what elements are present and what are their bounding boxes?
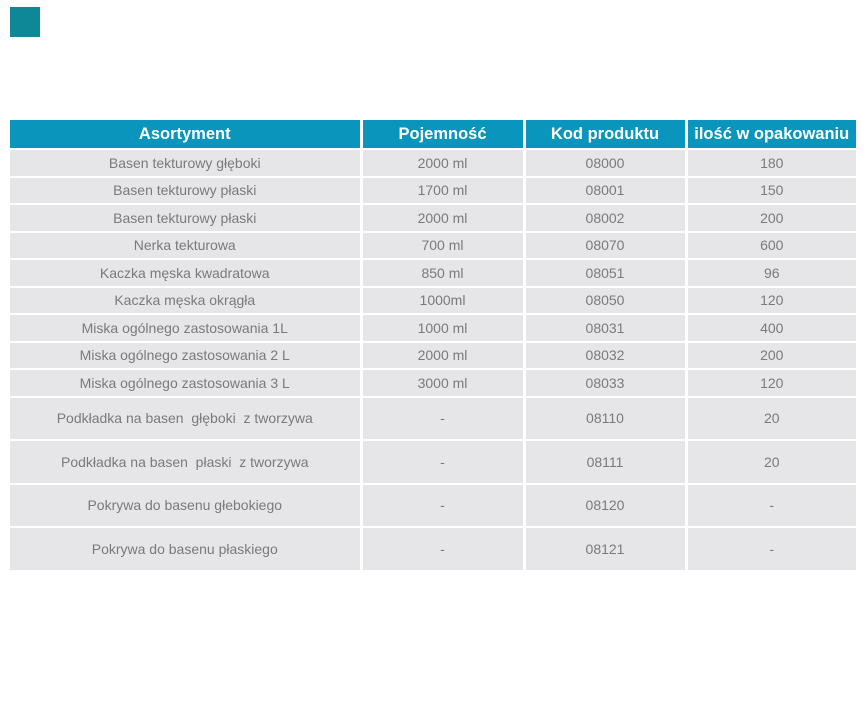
cell-kod-produktu: 08002	[524, 204, 688, 233]
cell-asortyment: Kaczka męska kwadratowa	[10, 259, 363, 288]
cell-ilosc-w-opakowaniu: 20	[686, 440, 856, 485]
cell-asortyment: Pokrywa do basenu głebokiego	[10, 483, 363, 528]
cell-asortyment: Kaczka męska okrągła	[10, 286, 363, 315]
cell-pojemnosc: -	[361, 396, 526, 441]
cell-kod-produktu: 08033	[524, 369, 688, 398]
table-row: Nerka tekturowa 700 ml 08070 600	[10, 231, 856, 260]
cell-pojemnosc: 1700 ml	[361, 176, 526, 205]
table-row: Pokrywa do basenu płaskiego -08121-	[10, 527, 856, 572]
table-header-row: Asortyment Pojemność Kod produktu ilość …	[10, 120, 856, 150]
cell-ilosc-w-opakowaniu: 96	[686, 259, 856, 288]
table-row: Kaczka męska okrągła 1000ml 08050 120	[10, 286, 856, 315]
cell-ilosc-w-opakowaniu: 200	[686, 341, 856, 370]
cell-kod-produktu: 08111	[524, 440, 688, 485]
cell-kod-produktu: 08120	[524, 483, 688, 528]
cell-pojemnosc: 1000 ml	[361, 314, 526, 343]
cell-pojemnosc: 850 ml	[361, 259, 526, 288]
cell-pojemnosc: -	[361, 527, 526, 572]
table-row: Pokrywa do basenu głebokiego -08120-	[10, 483, 856, 528]
cell-asortyment: Basen tekturowy płaski	[10, 176, 363, 205]
cell-ilosc-w-opakowaniu: 120	[686, 286, 856, 315]
cell-pojemnosc: -	[361, 440, 526, 485]
column-header-pojemnosc: Pojemność	[361, 120, 526, 150]
cell-kod-produktu: 08051	[524, 259, 688, 288]
table-body: Basen tekturowy głęboki 2000 ml 08000 180 Ba…	[10, 149, 856, 572]
cell-ilosc-w-opakowaniu: 120	[686, 369, 856, 398]
cell-pojemnosc: 2000 ml	[361, 341, 526, 370]
column-header-kod-produktu: Kod produktu	[524, 120, 688, 150]
table-row: Miska ogólnego zastosowania 2 L 2000 ml 08…	[10, 341, 856, 370]
table-row: Basen tekturowy płaski 1700 ml 08001 150	[10, 176, 856, 205]
column-header-asortyment: Asortyment	[10, 120, 363, 150]
product-table: Asortyment Pojemność Kod produktu ilość …	[10, 120, 856, 572]
table-row: Miska ogólnego zastosowania 1L 1000 ml 080…	[10, 314, 856, 343]
cell-pojemnosc: 2000 ml	[361, 204, 526, 233]
cell-kod-produktu: 08032	[524, 341, 688, 370]
cell-kod-produktu: 08070	[524, 231, 688, 260]
table-row: Miska ogólnego zastosowania 3 L 3000 ml 08…	[10, 369, 856, 398]
cell-kod-produktu: 08001	[524, 176, 688, 205]
cell-ilosc-w-opakowaniu: 180	[686, 149, 856, 178]
cell-ilosc-w-opakowaniu: 150	[686, 176, 856, 205]
cell-asortyment: Podkładka na basen płaski z tworzywa	[10, 440, 363, 485]
cell-kod-produktu: 08050	[524, 286, 688, 315]
table-row: Kaczka męska kwadratowa 850 ml 08051 96	[10, 259, 856, 288]
cell-ilosc-w-opakowaniu: 400	[686, 314, 856, 343]
cell-asortyment: Miska ogólnego zastosowania 3 L	[10, 369, 363, 398]
cell-ilosc-w-opakowaniu: 200	[686, 204, 856, 233]
cell-ilosc-w-opakowaniu: -	[686, 527, 856, 572]
cell-kod-produktu: 08031	[524, 314, 688, 343]
cell-ilosc-w-opakowaniu: 600	[686, 231, 856, 260]
corner-accent-square	[10, 7, 40, 37]
cell-pojemnosc: 2000 ml	[361, 149, 526, 178]
cell-kod-produktu: 08110	[524, 396, 688, 441]
table-row: Basen tekturowy płaski 2000 ml 08002 200	[10, 204, 856, 233]
table-row: Podkładka na basen płaski z tworzywa -081…	[10, 440, 856, 485]
cell-ilosc-w-opakowaniu: -	[686, 483, 856, 528]
cell-asortyment: Miska ogólnego zastosowania 2 L	[10, 341, 363, 370]
cell-asortyment: Pokrywa do basenu płaskiego	[10, 527, 363, 572]
cell-asortyment: Miska ogólnego zastosowania 1L	[10, 314, 363, 343]
cell-asortyment: Basen tekturowy głęboki	[10, 149, 363, 178]
cell-asortyment: Nerka tekturowa	[10, 231, 363, 260]
cell-pojemnosc: 3000 ml	[361, 369, 526, 398]
cell-kod-produktu: 08121	[524, 527, 688, 572]
cell-pojemnosc: 700 ml	[361, 231, 526, 260]
cell-asortyment: Podkładka na basen głęboki z tworzywa	[10, 396, 363, 441]
column-header-ilosc-w-opakowaniu: ilość w opakowaniu	[686, 120, 856, 150]
table-row: Podkładka na basen głęboki z tworzywa -08…	[10, 396, 856, 441]
cell-asortyment: Basen tekturowy płaski	[10, 204, 363, 233]
cell-pojemnosc: -	[361, 483, 526, 528]
cell-ilosc-w-opakowaniu: 20	[686, 396, 856, 441]
table-row: Basen tekturowy głęboki 2000 ml 08000 180	[10, 149, 856, 178]
cell-kod-produktu: 08000	[524, 149, 688, 178]
cell-pojemnosc: 1000ml	[361, 286, 526, 315]
